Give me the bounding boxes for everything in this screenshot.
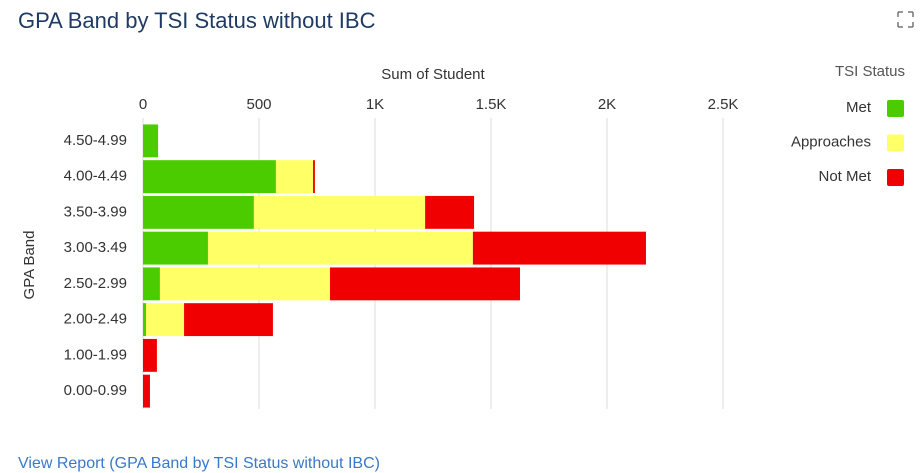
legend-label: Met bbox=[846, 99, 872, 116]
bar-segment bbox=[313, 160, 315, 194]
y-tick-label: 2.00-2.49 bbox=[64, 311, 127, 328]
expand-icon[interactable] bbox=[897, 11, 914, 28]
bar-segment bbox=[207, 231, 473, 265]
bar-segment bbox=[143, 267, 160, 301]
legend-label: Not Met bbox=[818, 168, 871, 185]
bar-segment bbox=[143, 231, 208, 265]
x-tick-label: 1.5K bbox=[476, 96, 507, 113]
legend-swatch bbox=[887, 134, 904, 152]
bar-segment bbox=[472, 231, 646, 265]
x-tick-label: 1K bbox=[366, 96, 384, 113]
y-tick-label: 3.00-3.49 bbox=[64, 239, 127, 256]
x-tick-label: 500 bbox=[246, 96, 271, 113]
chart-title: GPA Band by TSI Status without IBC bbox=[18, 8, 376, 33]
legend-swatch bbox=[887, 169, 904, 186]
y-axis-title: GPA Band bbox=[21, 231, 38, 300]
legend-swatch bbox=[887, 100, 904, 117]
legend-title: TSI Status bbox=[835, 63, 905, 80]
bar-segment bbox=[184, 303, 273, 337]
bar-segment bbox=[143, 303, 147, 337]
bar-segment bbox=[159, 267, 330, 301]
view-report-link[interactable]: View Report (GPA Band by TSI Status with… bbox=[18, 455, 380, 472]
bar-segment bbox=[329, 267, 520, 301]
x-tick-label: 2K bbox=[598, 96, 616, 113]
bar-segment bbox=[143, 124, 159, 158]
bar-segment bbox=[425, 195, 475, 229]
x-tick-label: 0 bbox=[139, 96, 147, 113]
y-tick-label: 1.00-1.99 bbox=[64, 346, 127, 363]
bar-segment bbox=[143, 338, 157, 372]
bar-segment bbox=[146, 303, 185, 337]
bar-segment bbox=[253, 195, 426, 229]
bar-segment bbox=[143, 195, 254, 229]
legend-label: Approaches bbox=[791, 133, 871, 150]
bar-segment bbox=[275, 160, 314, 194]
x-axis-title: Sum of Student bbox=[381, 66, 485, 83]
y-tick-label: 0.00-0.99 bbox=[64, 382, 127, 399]
y-tick-label: 4.50-4.99 bbox=[64, 132, 127, 149]
y-tick-label: 4.00-4.49 bbox=[64, 168, 127, 185]
bar-segment bbox=[143, 160, 276, 194]
bar-segment bbox=[143, 374, 150, 408]
y-tick-label: 2.50-2.99 bbox=[64, 275, 127, 292]
y-tick-label: 3.50-3.99 bbox=[64, 203, 127, 220]
x-tick-label: 2.5K bbox=[708, 96, 739, 113]
